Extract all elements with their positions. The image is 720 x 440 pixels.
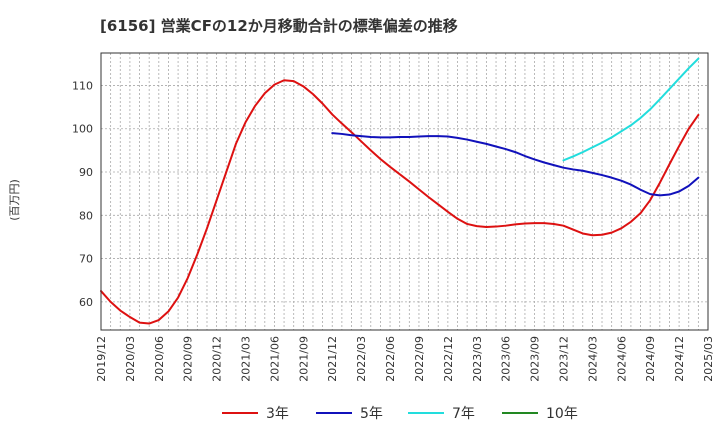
x-tick-label: 2021/12 — [326, 336, 339, 382]
y-tick-label: 100 — [72, 123, 93, 136]
y-axis-label: (百万円) — [8, 179, 21, 221]
series-line — [100, 79, 700, 325]
series-line — [331, 132, 700, 197]
x-tick-label: 2020/12 — [211, 336, 224, 382]
x-tick-label: 2020/06 — [153, 336, 166, 382]
x-tick-label: 2019/12 — [95, 336, 108, 382]
legend: 3年 5年 7年 10年 — [222, 406, 578, 422]
x-tick-label: 2020/03 — [124, 336, 137, 382]
legend-label: 10年 — [546, 406, 578, 422]
series-lines — [100, 57, 700, 325]
y-tick-label: 90 — [79, 166, 93, 179]
x-tick-label: 2021/09 — [297, 336, 310, 382]
x-tick-label: 2022/09 — [413, 336, 426, 382]
x-tick-labels: 2019/12 2020/03 2020/06 2020/09 2020/12 2021/… — [95, 336, 715, 382]
x-tick-label: 2021/03 — [240, 336, 253, 382]
x-tick-label: 2025/03 — [702, 336, 715, 382]
plot-area — [101, 53, 708, 330]
x-tick-label: 2022/12 — [442, 336, 455, 382]
x-tick-label: 2024/09 — [644, 336, 657, 382]
series-line — [562, 57, 700, 162]
x-tick-label: 2023/12 — [557, 336, 570, 382]
legend-label: 7年 — [452, 406, 475, 422]
x-tick-label: 2020/09 — [182, 336, 195, 382]
legend-label: 5年 — [360, 406, 383, 422]
y-tick-labels: 60 70 80 90 100 110 — [72, 79, 93, 308]
x-tick-label: 2024/12 — [673, 336, 686, 382]
x-tick-label: 2022/06 — [384, 336, 397, 382]
plot-frame — [100, 52, 709, 331]
axes — [100, 52, 709, 331]
x-tick-label: 2022/03 — [355, 336, 368, 382]
y-tick-label: 70 — [79, 253, 93, 266]
y-tick-label: 110 — [72, 79, 93, 92]
y-tick-label: 60 — [79, 296, 93, 309]
chart-title: [6156] 営業CFの12か月移動合計の標準偏差の推移 — [100, 17, 458, 35]
legend-label: 3年 — [266, 406, 289, 422]
x-tick-label: 2021/06 — [268, 336, 281, 382]
y-tick-label: 80 — [79, 209, 93, 222]
x-tick-label: 2023/06 — [500, 336, 513, 382]
x-tick-label: 2024/06 — [615, 336, 628, 382]
x-tick-label: 2023/09 — [529, 336, 542, 382]
grid-lines — [100, 53, 709, 330]
x-tick-label: 2023/03 — [471, 336, 484, 382]
x-tick-label: 2024/03 — [586, 336, 599, 382]
